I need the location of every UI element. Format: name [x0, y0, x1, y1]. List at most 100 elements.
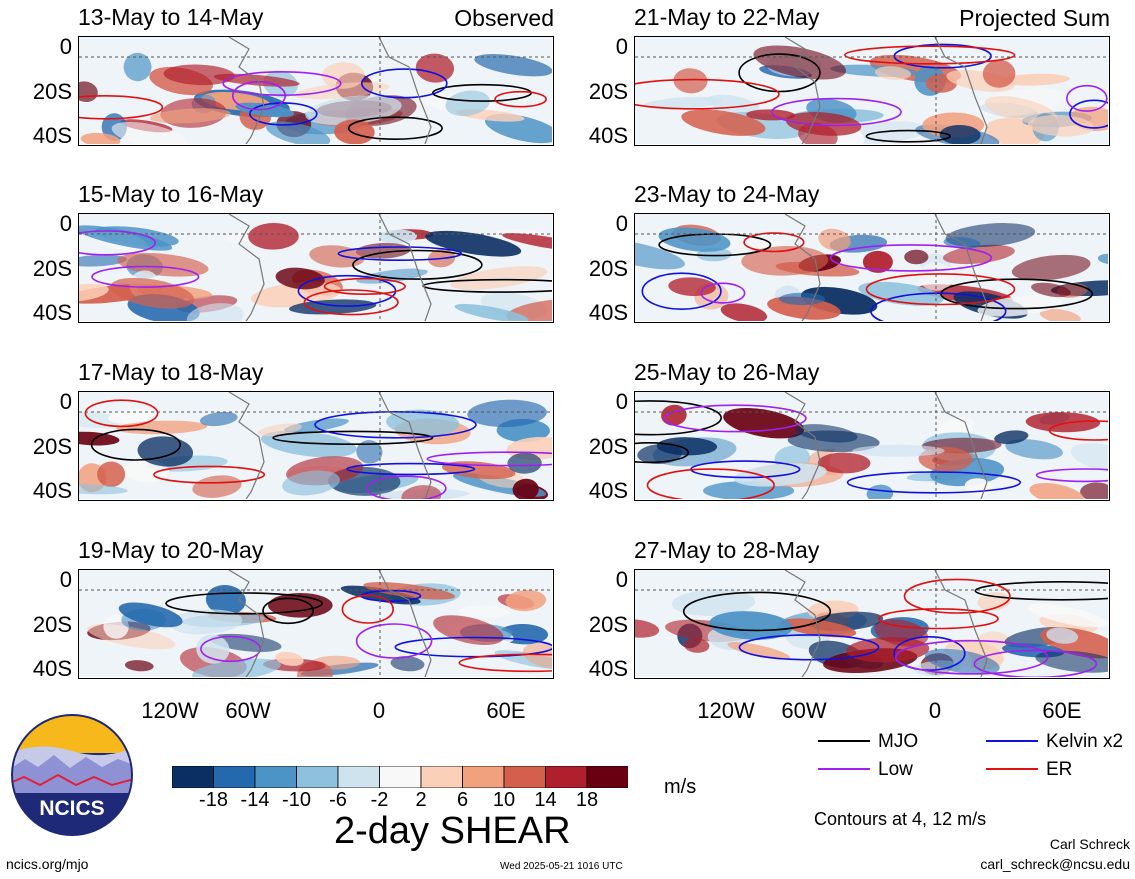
shear-shade: [340, 585, 421, 605]
shear-shade: [467, 399, 547, 428]
shear-shade: [111, 121, 187, 144]
contour-kelvin-x2: [337, 246, 463, 261]
contour-kelvin-x2: [893, 43, 992, 69]
panel-title: 25-May to 26-May: [634, 359, 820, 385]
contour-mjo: [352, 249, 483, 280]
shear-shade: [684, 638, 710, 653]
shear-shade: [163, 64, 235, 86]
x-tick-label: 60W: [225, 698, 271, 723]
colorbar-swatch: [545, 765, 588, 789]
shear-shade: [862, 250, 893, 273]
colorbar-swatch: [503, 765, 546, 789]
y-tick-label: 0: [59, 567, 72, 592]
legend-swatch: [818, 740, 870, 742]
shear-shade: [778, 292, 826, 306]
colorbar: [171, 765, 629, 793]
contour-low: [829, 244, 993, 272]
shear-shade: [363, 582, 456, 600]
shear-shade: [79, 254, 127, 267]
contour-er: [79, 95, 164, 120]
colorbar-tick-label: 6: [456, 789, 469, 811]
shear-shade: [289, 299, 377, 315]
shear-shade: [1005, 439, 1063, 460]
x-tick-label: 120W: [697, 698, 755, 723]
shear-shade: [356, 268, 428, 284]
shear-shade: [474, 54, 552, 77]
contour-kelvin-x2: [738, 634, 880, 661]
shear-shade: [786, 112, 862, 136]
shear-shade: [282, 470, 340, 496]
contour-low: [91, 265, 200, 288]
colorbar-swatch: [171, 765, 214, 789]
contour-mjo: [682, 591, 832, 632]
shear-shade: [294, 82, 390, 100]
x-tick-label: 60W: [781, 698, 827, 723]
shear-shade: [635, 239, 685, 270]
shear-shade: [260, 430, 357, 458]
shear-shade: [720, 303, 768, 321]
y-tick-label: 40S: [32, 123, 72, 148]
shear-shade: [124, 660, 154, 672]
shear-shade: [1070, 443, 1108, 474]
shear-shade: [668, 277, 716, 297]
shear-shade: [196, 634, 230, 664]
y-tick-label: 40S: [32, 300, 72, 325]
legend-swatch: [986, 768, 1038, 770]
shear-field: [635, 570, 1108, 677]
contour-mjo: [865, 129, 951, 143]
colorbar-tick-label: 10: [492, 789, 516, 811]
shear-shade: [1027, 114, 1094, 137]
contour-er: [865, 273, 1016, 306]
contour-low: [700, 282, 746, 304]
shear-shade: [401, 485, 442, 499]
contour-er: [1048, 420, 1108, 441]
colorbar-tick-label: -10: [282, 789, 311, 811]
contour-kelvin-x2: [870, 292, 1007, 321]
colorbar-tick-label: -14: [240, 789, 270, 811]
shear-map: [78, 213, 554, 323]
contours-note: Contours at 4, 12 m/s: [814, 809, 987, 829]
contour-er: [84, 399, 159, 428]
contour-low: [355, 623, 433, 659]
contour-low: [973, 649, 1098, 677]
shear-shade: [192, 658, 281, 677]
shear-field: [79, 37, 552, 144]
shear-shade: [123, 52, 152, 82]
shear-shade: [506, 298, 552, 321]
shear-shade: [942, 244, 1015, 265]
shear-shade: [709, 611, 793, 640]
y-tick-label: 0: [59, 389, 72, 414]
shear-map: [634, 213, 1110, 323]
contour-er: [153, 465, 266, 484]
units-label: m/s: [664, 776, 697, 798]
contour-er: [303, 289, 399, 316]
shear-shade: [275, 267, 325, 290]
y-tick-label: 20S: [588, 612, 628, 637]
shear-shade: [818, 228, 851, 251]
colorbar-tick-label: 18: [575, 789, 599, 811]
coastline: [784, 214, 988, 321]
y-tick-label: 0: [615, 211, 628, 236]
colorbar-swatch: [213, 765, 256, 789]
contour-mjo: [272, 430, 434, 445]
shear-shade: [1000, 73, 1070, 86]
shear-shade: [780, 618, 857, 638]
y-tick-label: 0: [59, 211, 72, 236]
y-tick-label: 20S: [32, 612, 72, 637]
panel-title: 15-May to 16-May: [78, 181, 264, 207]
shear-shade: [454, 303, 529, 321]
legend-label: Kelvin x2: [1046, 731, 1124, 752]
shear-shade: [977, 294, 1062, 317]
colorbar-swatch: [254, 765, 297, 789]
shear-shade: [192, 475, 242, 498]
contour-mjo: [165, 592, 324, 615]
y-tick-label: 0: [59, 34, 72, 59]
x-tick-label: 120W: [141, 698, 199, 723]
shear-map: [634, 569, 1110, 679]
legend-label: MJO: [878, 731, 919, 752]
shear-shade: [386, 409, 460, 436]
colorbar-tick-label: 2: [415, 789, 427, 811]
coastline: [228, 37, 432, 144]
shear-shade: [415, 53, 455, 83]
y-tick-label: 20S: [32, 256, 72, 281]
